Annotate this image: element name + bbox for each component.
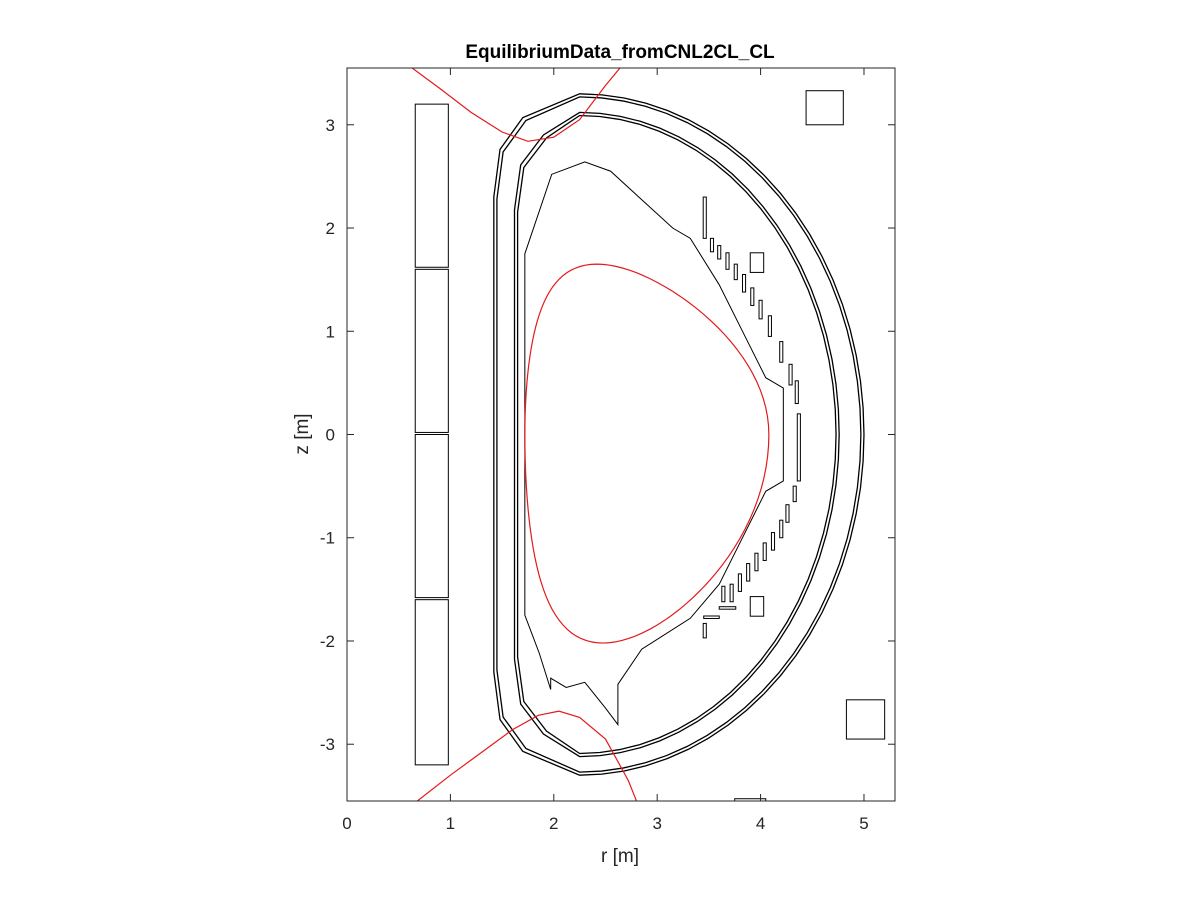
divertor-plate — [703, 197, 706, 238]
x-tick-label: 1 — [446, 814, 455, 833]
vessel-shell — [497, 97, 861, 772]
divertor-plate — [755, 553, 758, 571]
divertor-plate — [738, 574, 741, 592]
cs-coil — [415, 600, 448, 765]
horizontal-plate — [704, 616, 720, 618]
divertor-plate — [786, 505, 789, 523]
divertor-plate — [710, 238, 713, 251]
divertor-plate — [751, 288, 754, 306]
divertor-plate — [722, 586, 725, 601]
x-axis-label: r [m] — [601, 846, 639, 867]
divertor-plate — [771, 533, 774, 551]
divertor-plate — [780, 342, 783, 363]
vessel-shell — [494, 94, 864, 775]
x-tick-label: 3 — [652, 814, 661, 833]
cs-coil — [415, 435, 448, 598]
divertor-plate — [742, 274, 745, 292]
divertor-plate — [789, 364, 792, 385]
divertor-plate — [795, 381, 798, 404]
plasma-boundary — [525, 264, 769, 643]
horizontal-plate — [719, 607, 736, 609]
cs-coil — [415, 269, 448, 432]
divertor-plate — [759, 300, 762, 319]
divertor-plate — [703, 623, 706, 637]
first-wall — [525, 162, 783, 725]
y-tick-label: 0 — [326, 426, 335, 445]
y-tick-label: -1 — [320, 529, 335, 548]
x-tick-label: 0 — [342, 814, 351, 833]
pf-coil — [750, 597, 763, 617]
y-tick-label: -3 — [320, 735, 335, 754]
cs-coil — [415, 104, 448, 267]
y-tick-label: 3 — [326, 116, 335, 135]
divertor-plate — [780, 520, 783, 538]
chart-title: EquilibriumData_fromCNL2CL_CL — [465, 42, 775, 63]
divertor-plate — [734, 264, 737, 279]
divertor-plate — [726, 253, 729, 270]
divertor-plate — [793, 486, 796, 501]
vessel-shell — [515, 112, 840, 756]
x-tick-label: 4 — [756, 814, 765, 833]
divertor-plate — [718, 246, 721, 259]
divertor-plate — [768, 316, 771, 337]
y-tick-label: -2 — [320, 632, 335, 651]
pf-coil — [806, 91, 843, 125]
vessel-shell — [518, 115, 836, 753]
separatrix-lower — [417, 711, 636, 801]
x-tick-label: 2 — [549, 814, 558, 833]
divertor-plate — [763, 543, 766, 561]
y-tick-label: 2 — [326, 219, 335, 238]
x-tick-label: 5 — [859, 814, 868, 833]
y-axis-label: z [m] — [292, 413, 313, 454]
pf-coil — [846, 700, 884, 739]
axes-layer: 0 1 2 3 4 5 -3 -2 -1 0 1 2 3 — [320, 68, 895, 833]
y-tick-label: 1 — [326, 322, 335, 341]
divertor-plate — [797, 414, 800, 481]
plot-content — [412, 68, 885, 801]
divertor-plate — [730, 584, 733, 602]
divertor-plate — [747, 564, 750, 582]
separatrix-upper — [412, 68, 620, 141]
pf-coil — [750, 253, 763, 273]
